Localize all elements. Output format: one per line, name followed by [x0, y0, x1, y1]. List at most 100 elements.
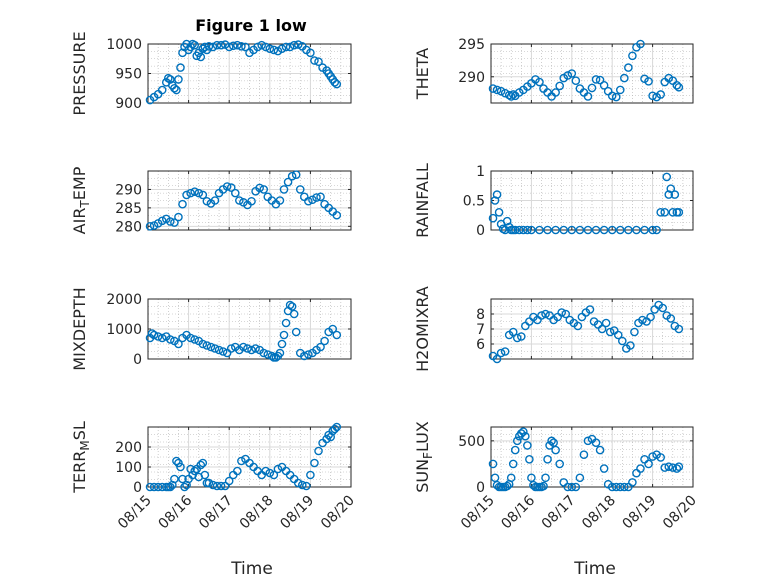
x-tick-label: 08/19: [277, 493, 317, 533]
data-point: [535, 77, 544, 87]
data-point: [186, 333, 195, 343]
data-point: [269, 45, 279, 55]
data-point: [145, 222, 155, 231]
data-point: [206, 342, 216, 352]
data-point: [613, 330, 623, 340]
data-point: [567, 482, 577, 492]
data-point: [196, 460, 206, 470]
data-point: [224, 476, 234, 486]
data-point: [563, 71, 573, 80]
data-point: [202, 341, 212, 350]
data-point: [628, 51, 637, 61]
data-point: [660, 463, 670, 472]
data-point: [166, 335, 175, 344]
y-tick-label: 290: [115, 182, 142, 198]
data-point: [494, 207, 504, 217]
data-point: [662, 172, 672, 182]
data-point: [611, 482, 621, 492]
data-point: [208, 42, 218, 52]
data-point: [555, 459, 564, 469]
panel-pressure: 900 950 1000 PRESSURE: [70, 31, 352, 116]
axes-box: [147, 170, 352, 231]
data-point: [597, 324, 607, 334]
data-point: [583, 436, 593, 446]
data-point: [559, 225, 569, 235]
data-point: [204, 42, 214, 51]
data-point: [547, 436, 556, 446]
data-point: [632, 468, 641, 478]
data-point: [488, 459, 498, 469]
data-point: [233, 466, 242, 476]
x-tick-label: 08/16: [156, 492, 196, 532]
data-point: [670, 190, 680, 199]
y-tick-label: 1000: [106, 37, 142, 53]
data-point: [235, 196, 244, 205]
data-point: [517, 332, 526, 341]
data-point: [285, 300, 295, 310]
data-point: [190, 466, 199, 476]
data-point: [615, 482, 625, 492]
data-point: [277, 44, 287, 54]
data-point: [265, 468, 275, 478]
data-point: [519, 225, 528, 235]
data-point: [198, 458, 208, 468]
x-tick-label: 08/20: [660, 493, 700, 533]
y-tick-label: 6: [476, 337, 485, 353]
data-point: [490, 196, 500, 205]
y-axis-label: SUNFLUX: [413, 421, 435, 493]
data-series: [488, 300, 684, 364]
data-series: [488, 39, 684, 102]
data-point: [332, 210, 342, 220]
data-point: [273, 464, 283, 474]
data-point: [508, 327, 518, 337]
data-point: [500, 347, 510, 356]
data-point: [521, 431, 530, 441]
data-point: [599, 81, 609, 90]
data-point: [222, 182, 232, 191]
data-point: [178, 199, 187, 209]
data-point: [615, 225, 625, 235]
data-point: [541, 473, 550, 483]
data-point: [626, 341, 635, 350]
data-point: [488, 84, 498, 93]
data-point: [506, 92, 516, 101]
data-point: [196, 52, 206, 62]
y-tick-label: 200: [115, 440, 142, 456]
data-point: [293, 40, 303, 49]
data-point: [285, 42, 295, 52]
data-point: [226, 344, 236, 353]
data-point: [172, 85, 181, 95]
data-point: [279, 330, 289, 340]
data-point: [218, 347, 228, 356]
data-point: [571, 76, 581, 86]
y-tick-label: 7: [476, 322, 485, 338]
y-tick-label: 0.5: [463, 194, 485, 210]
data-point: [636, 464, 645, 473]
data-point: [275, 196, 285, 205]
data-point: [194, 188, 204, 198]
data-point: [512, 436, 522, 446]
data-point: [145, 482, 155, 492]
data-point: [316, 342, 325, 352]
data-point: [228, 41, 238, 51]
data-point: [595, 445, 605, 455]
data-point: [656, 90, 665, 99]
data-point: [591, 75, 601, 84]
data-point: [644, 77, 653, 86]
data-point: [233, 40, 242, 50]
panel-h2omixra: 678 H2OMIXRA: [413, 286, 694, 372]
data-point: [668, 207, 678, 217]
data-point: [492, 85, 502, 95]
y-tick-label: 900: [115, 96, 142, 112]
data-point: [496, 348, 506, 358]
x-tick-label: 08/19: [620, 493, 660, 533]
y-tick-label: 1000: [106, 322, 142, 338]
data-point: [523, 441, 532, 450]
y-axis-label: H2OMIXRA: [413, 286, 432, 372]
data-point: [275, 348, 285, 358]
data-point: [646, 312, 655, 322]
data-point: [265, 44, 275, 54]
data-point: [174, 212, 183, 222]
y-tick-label: 8: [476, 307, 485, 323]
data-point: [306, 470, 315, 480]
